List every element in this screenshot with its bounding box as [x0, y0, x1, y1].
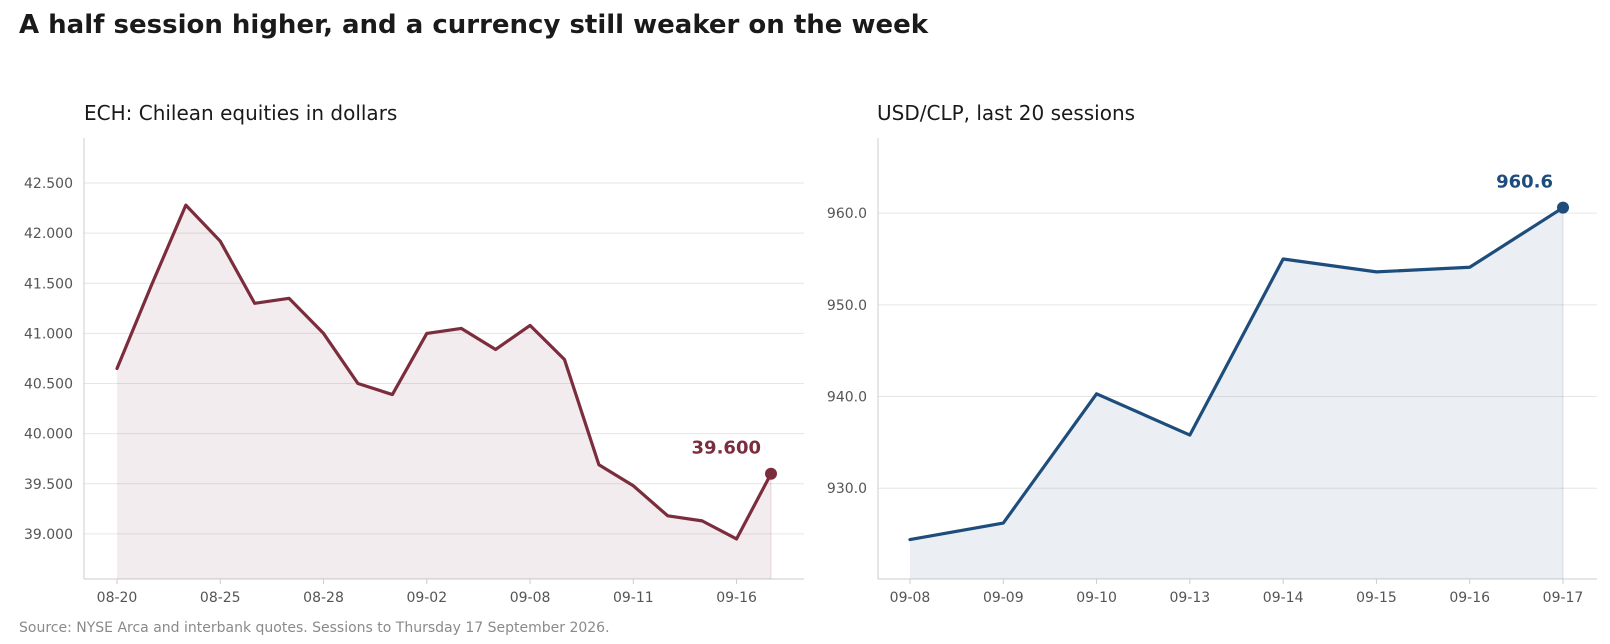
ech-y-tick-label: 40.000	[24, 427, 73, 443]
ech-y-tick-label: 39.500	[24, 477, 73, 493]
ech-x-tick-label: 08-20	[97, 590, 138, 606]
ech-y-tick-label: 42.000	[24, 226, 73, 242]
ech-y-tick-label: 41.500	[24, 276, 73, 292]
usdclp-area	[910, 207, 1563, 579]
usdclp-y-tick-label: 930.0	[827, 481, 867, 497]
ech-y-tick-label: 42.500	[24, 176, 73, 192]
usdclp-x-tick-label: 09-16	[1449, 590, 1490, 606]
ech-x-tick-label: 08-25	[200, 590, 241, 606]
ech-end-label: 39.600	[692, 438, 761, 459]
right-chart-title: USD/CLP, last 20 sessions	[877, 101, 1136, 125]
ech-end-point	[765, 467, 777, 480]
usdclp-x-tick-label: 09-09	[983, 590, 1024, 606]
usdclp-x-tick-label: 09-14	[1263, 590, 1304, 606]
usdclp-end-label: 960.6	[1496, 172, 1553, 193]
ech-y-tick-label: 39.000	[24, 527, 73, 543]
ech-x-tick-label: 09-16	[716, 590, 757, 606]
source-note: Source: NYSE Arca and interbank quotes. …	[19, 620, 610, 636]
chart-headline: A half session higher, and a currency st…	[19, 10, 929, 40]
usdclp-y-tick-label: 940.0	[827, 390, 867, 406]
usdclp-x-tick-label: 09-13	[1170, 590, 1211, 606]
usdclp-x-tick-label: 09-08	[890, 590, 931, 606]
usdclp-y-tick-label: 950.0	[827, 298, 867, 314]
ech-x-tick-label: 09-11	[613, 590, 654, 606]
usdclp-x-tick-label: 09-15	[1356, 590, 1397, 606]
usdclp-x-tick-label: 09-10	[1076, 590, 1117, 606]
usdclp-y-tick-label: 960.0	[827, 206, 867, 222]
left-chart-title: ECH: Chilean equities in dollars	[84, 101, 398, 125]
ech-area	[117, 205, 771, 579]
ech-x-tick-label: 09-08	[510, 590, 551, 606]
usdclp-series-line	[908, 206, 1565, 542]
ech-x-tick-label: 09-02	[406, 590, 447, 606]
ech-y-tick-label: 40.500	[24, 377, 73, 393]
usdclp-end-point	[1557, 201, 1569, 214]
usdclp-x-tick-label: 09-17	[1543, 590, 1584, 606]
ech-y-tick-label: 41.000	[24, 326, 73, 342]
ech-series-line	[115, 203, 773, 541]
ech-x-tick-label: 08-28	[303, 590, 344, 606]
